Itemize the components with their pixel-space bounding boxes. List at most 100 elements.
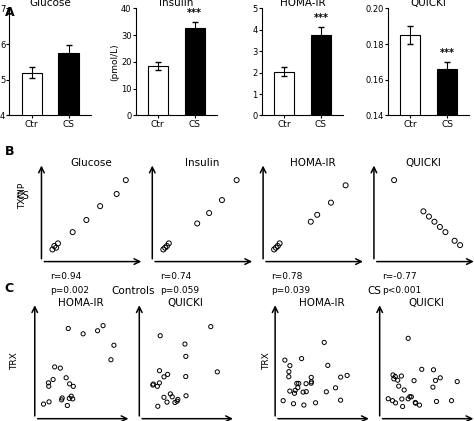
Point xyxy=(173,398,181,405)
Point xyxy=(159,246,167,253)
Point xyxy=(154,403,162,410)
Point xyxy=(160,373,168,380)
Point xyxy=(313,211,321,218)
Y-axis label: (pmol/L): (pmol/L) xyxy=(110,43,119,81)
Point xyxy=(56,365,64,371)
Point xyxy=(298,355,305,362)
Point xyxy=(64,325,72,332)
Point xyxy=(327,199,335,206)
Title: QUICKI: QUICKI xyxy=(410,0,447,8)
Point xyxy=(389,397,396,404)
Point xyxy=(70,383,77,390)
Point xyxy=(293,380,301,387)
Point xyxy=(54,240,62,247)
Point xyxy=(182,373,190,380)
Point xyxy=(291,390,298,397)
Point xyxy=(174,396,182,403)
Point xyxy=(63,374,70,381)
Point xyxy=(107,356,115,363)
Point xyxy=(279,397,287,404)
Point xyxy=(451,237,458,244)
Point xyxy=(168,394,176,400)
Point xyxy=(308,378,315,385)
Point xyxy=(394,377,401,384)
Point xyxy=(272,244,280,251)
Point xyxy=(285,368,292,375)
Point xyxy=(66,381,73,387)
Point xyxy=(163,399,171,405)
Point xyxy=(294,384,301,391)
Title: QUICKI: QUICKI xyxy=(405,157,441,168)
Point xyxy=(442,229,449,235)
Point xyxy=(384,395,392,402)
Point xyxy=(40,401,47,408)
Point xyxy=(390,376,398,382)
Point xyxy=(233,177,240,184)
Point xyxy=(408,394,415,400)
Bar xyxy=(185,29,205,115)
Point xyxy=(448,397,456,404)
Title: QUICKI: QUICKI xyxy=(168,298,204,309)
Title: QUICKI: QUICKI xyxy=(408,298,444,309)
Point xyxy=(431,218,438,225)
Point xyxy=(207,323,215,330)
Point xyxy=(64,402,71,409)
Point xyxy=(419,208,427,215)
Text: TXNIP: TXNIP xyxy=(18,183,27,209)
Point xyxy=(46,399,53,405)
Point xyxy=(398,396,406,402)
Point xyxy=(161,244,169,251)
Point xyxy=(149,381,156,388)
Point xyxy=(401,386,408,393)
Point xyxy=(332,384,339,391)
Point xyxy=(122,177,129,184)
Point xyxy=(308,374,315,381)
Point xyxy=(65,395,73,402)
Point xyxy=(205,210,213,216)
Point xyxy=(58,397,65,403)
Title: HOMA-IR: HOMA-IR xyxy=(299,298,345,309)
Point xyxy=(433,398,440,405)
Bar xyxy=(400,35,420,365)
Text: r=0.74: r=0.74 xyxy=(161,272,192,281)
Point xyxy=(218,197,226,203)
Point xyxy=(156,332,164,339)
Title: Glucose: Glucose xyxy=(70,157,112,168)
Point xyxy=(343,372,351,379)
Point xyxy=(110,342,118,349)
Point xyxy=(58,394,66,401)
Point xyxy=(113,191,120,197)
Point xyxy=(49,376,57,383)
Text: r=0.78: r=0.78 xyxy=(271,272,303,281)
Bar xyxy=(274,72,294,115)
Point xyxy=(406,393,414,400)
Point xyxy=(404,395,412,402)
Point xyxy=(181,341,189,347)
Point xyxy=(79,330,87,337)
Bar xyxy=(147,66,168,115)
Point xyxy=(302,388,310,395)
Title: Glucose: Glucose xyxy=(29,0,71,8)
Point xyxy=(285,373,292,380)
Text: A: A xyxy=(5,6,14,19)
Text: r=-0.77: r=-0.77 xyxy=(382,272,417,281)
Point xyxy=(45,383,53,389)
Point xyxy=(302,380,310,387)
Point xyxy=(432,377,439,384)
Point xyxy=(160,394,168,401)
Point xyxy=(182,353,190,360)
Bar xyxy=(437,69,457,365)
Text: p=0.039: p=0.039 xyxy=(271,286,310,295)
Bar xyxy=(311,35,331,115)
Point xyxy=(82,217,90,224)
Point xyxy=(155,368,163,374)
Point xyxy=(295,380,302,387)
Point xyxy=(312,400,319,406)
Point xyxy=(163,242,171,249)
Point xyxy=(99,322,107,329)
Point xyxy=(69,229,76,235)
Point xyxy=(392,373,399,380)
Point xyxy=(337,397,345,404)
Point xyxy=(49,246,56,253)
Point xyxy=(67,393,75,400)
